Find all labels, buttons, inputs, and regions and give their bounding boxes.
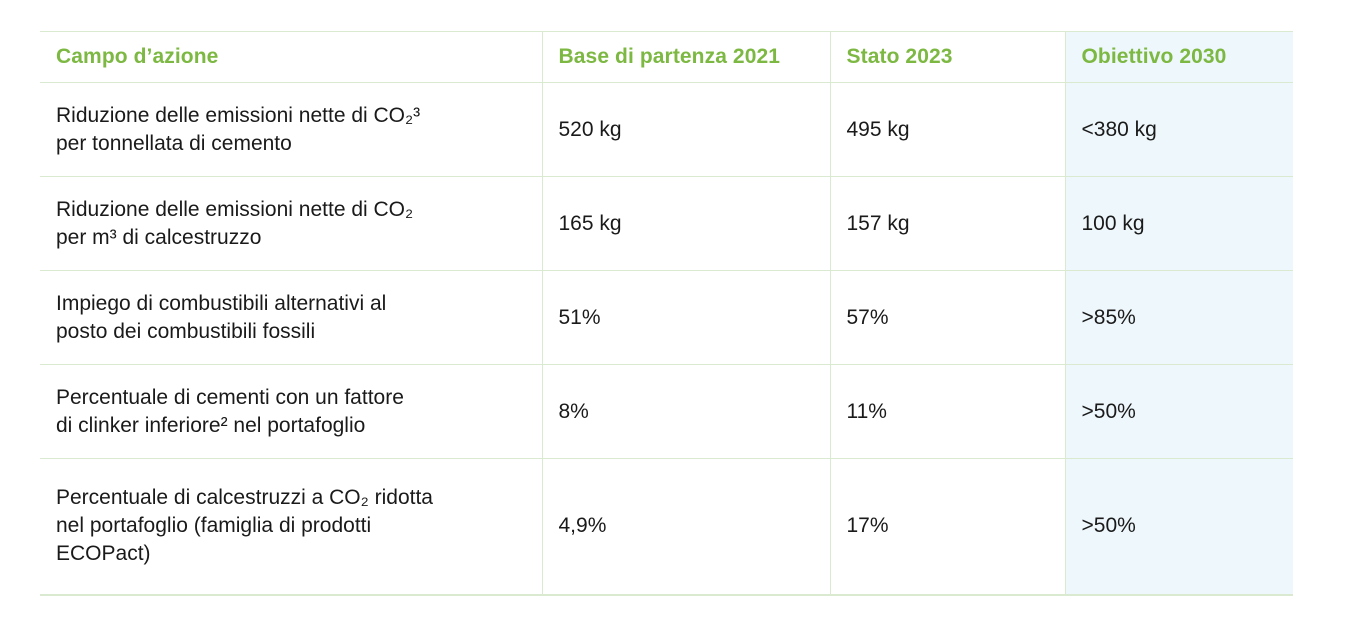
cell-obiettivo-2030: >85% [1064,270,1293,365]
table-row: Impiego di combustibili alternativi al p… [40,270,1293,365]
row-label-line: Percentuale di calcestruzzi a CO₂ ridott… [56,486,433,510]
row-label: Percentuale di calcestruzzi a CO₂ ridott… [40,458,542,595]
cell-base-2021: 165 kg [541,176,830,271]
cell-stato-2023: 157 kg [829,176,1065,271]
cell-base-2021: 4,9% [541,458,830,595]
cell-obiettivo-2030: <380 kg [1064,82,1293,177]
row-label-line: per m³ di calcestruzzo [56,225,262,249]
row-label-line: di clinker inferiore² nel portafoglio [56,413,366,437]
row-label: Impiego di combustibili alternativi al p… [40,270,542,365]
row-label: Riduzione delle emissioni nette di CO₂ p… [40,176,542,271]
header-campo-azione: Campo d’azione [40,31,542,83]
cell-obiettivo-2030: >50% [1064,364,1293,459]
header-base-2021: Base di partenza 2021 [541,31,830,83]
cell-base-2021: 520 kg [541,82,830,177]
table-row: Riduzione delle emissioni nette di CO₂³ … [40,82,1293,177]
row-label-line: Riduzione delle emissioni nette di CO₂³ [56,103,421,127]
row-label-line: per tonnellata di cemento [56,131,292,155]
table-row: Percentuale di calcestruzzi a CO₂ ridott… [40,458,1293,595]
cell-base-2021: 51% [541,270,830,365]
cell-obiettivo-2030: 100 kg [1064,176,1293,271]
table-row: Percentuale di cementi con un fattore di… [40,364,1293,459]
cell-stato-2023: 57% [829,270,1065,365]
cell-stato-2023: 495 kg [829,82,1065,177]
row-label-line: posto dei combustibili fossili [56,319,316,343]
cell-obiettivo-2030: >50% [1064,458,1293,595]
row-label-line: Percentuale di cementi con un fattore [56,385,404,409]
table-row: Riduzione delle emissioni nette di CO₂ p… [40,176,1293,271]
row-label-line: ECOPact) [56,542,151,566]
row-label-line: nel portafoglio (famiglia di prodotti [56,514,372,538]
table-header-row: Campo d’azione Base di partenza 2021 Sta… [40,31,1293,83]
targets-table-container: Campo d’azione Base di partenza 2021 Sta… [40,31,1293,596]
cell-stato-2023: 17% [829,458,1065,595]
row-label-line: Impiego di combustibili alternativi al [56,291,387,315]
row-label: Percentuale di cementi con un fattore di… [40,364,542,459]
targets-table: Campo d’azione Base di partenza 2021 Sta… [40,31,1293,596]
cell-base-2021: 8% [541,364,830,459]
cell-stato-2023: 11% [829,364,1065,459]
header-stato-2023: Stato 2023 [829,31,1065,83]
header-obiettivo-2030: Obiettivo 2030 [1064,31,1293,83]
row-label-line: Riduzione delle emissioni nette di CO₂ [56,197,414,221]
row-label: Riduzione delle emissioni nette di CO₂³ … [40,82,542,177]
